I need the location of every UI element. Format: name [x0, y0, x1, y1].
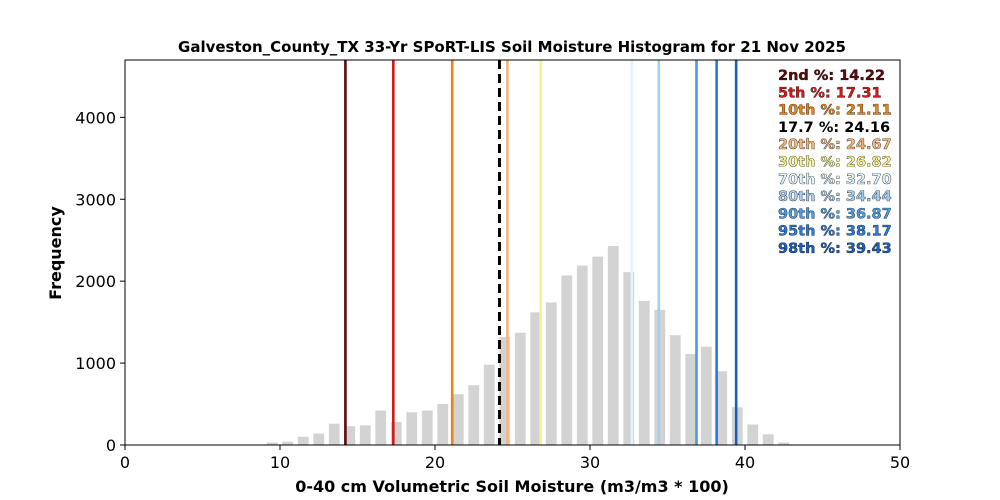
legend-entry-4: 20th %: 24.67: [778, 137, 892, 153]
y-tick-label-2: 2000: [75, 272, 116, 291]
histogram-bar-33: [778, 442, 790, 445]
plot-frame: [124, 59, 901, 446]
histogram-bar-10: [421, 410, 433, 445]
histogram-bar-4: [328, 423, 340, 445]
x-axis-ticks: 0 10 20 30 40 50: [120, 445, 910, 472]
x-axis-label: 0-40 cm Volumetric Soil Moisture (m3/m3 …: [295, 477, 729, 496]
x-tick-label-1: 10: [270, 453, 290, 472]
histogram-bar-17: [530, 312, 542, 445]
percentile-lines-layer: [344, 60, 738, 445]
histogram-bar-22: [607, 245, 619, 445]
histogram-bar-29: [716, 371, 728, 445]
histogram-bar-27: [685, 354, 697, 445]
legend-entry-2: 10th %: 21.11: [778, 103, 892, 119]
histogram-bar-14: [483, 364, 495, 445]
histogram-bar-5: [344, 426, 356, 445]
histogram-bar-31: [747, 424, 759, 445]
y-tick-label-0: 0: [106, 436, 116, 455]
legend-entry-0: 2nd %: 14.22: [778, 68, 885, 84]
legend-entry-6: 70th %: 32.70: [778, 172, 892, 188]
histogram-bar-26: [669, 335, 681, 445]
histogram-bar-23: [623, 272, 635, 445]
histogram-bar-21: [592, 256, 604, 445]
histogram-bar-15: [499, 336, 511, 445]
y-axis-label: Frequency: [46, 206, 65, 300]
histogram-bar-0: [266, 442, 278, 445]
histogram-bar-19: [561, 275, 573, 445]
y-axis-ticks: 0 1000 2000 3000 4000: [75, 108, 125, 455]
x-tick-label-3: 30: [580, 453, 600, 472]
histogram-bar-13: [468, 385, 480, 445]
histogram-bar-6: [359, 425, 371, 445]
histogram-bar-9: [406, 412, 418, 445]
histogram-bar-18: [545, 302, 557, 445]
bars-layer: [266, 245, 790, 445]
histogram-bar-20: [576, 265, 588, 445]
y-tick-label-1: 1000: [75, 354, 116, 373]
chart-title: Galveston_County_TX 33-Yr SPoRT-LIS Soil…: [178, 38, 846, 56]
histogram-bar-16: [514, 332, 526, 445]
histogram-bar-3: [313, 433, 325, 445]
histogram-bar-12: [452, 394, 464, 445]
x-tick-label-2: 20: [425, 453, 445, 472]
y-tick-label-4: 4000: [75, 108, 116, 127]
legend-entry-1: 5th %: 17.31: [778, 85, 882, 101]
x-tick-label-0: 0: [120, 453, 130, 472]
x-tick-label-5: 50: [890, 453, 910, 472]
legend-entry-9: 95th %: 38.17: [778, 224, 892, 240]
histogram-bar-24: [638, 300, 650, 445]
legend-entry-7: 80th %: 34.44: [778, 189, 892, 205]
legend-entry-10: 98th %: 39.43: [778, 241, 892, 257]
x-tick-label-4: 40: [735, 453, 755, 472]
legend-entry-3: 17.7 %: 24.16: [778, 120, 890, 136]
legend-entry-5: 30th %: 26.82: [778, 155, 892, 171]
histogram-bar-7: [375, 410, 387, 445]
histogram-bar-11: [437, 404, 449, 445]
histogram-bar-8: [390, 422, 402, 445]
histogram-bar-2: [297, 436, 309, 445]
legend-entry-8: 90th %: 36.87: [778, 206, 892, 222]
histogram-bar-1: [282, 441, 294, 445]
histogram-bar-32: [762, 434, 774, 445]
y-tick-label-3: 3000: [75, 190, 116, 209]
histogram-bar-28: [700, 346, 712, 445]
